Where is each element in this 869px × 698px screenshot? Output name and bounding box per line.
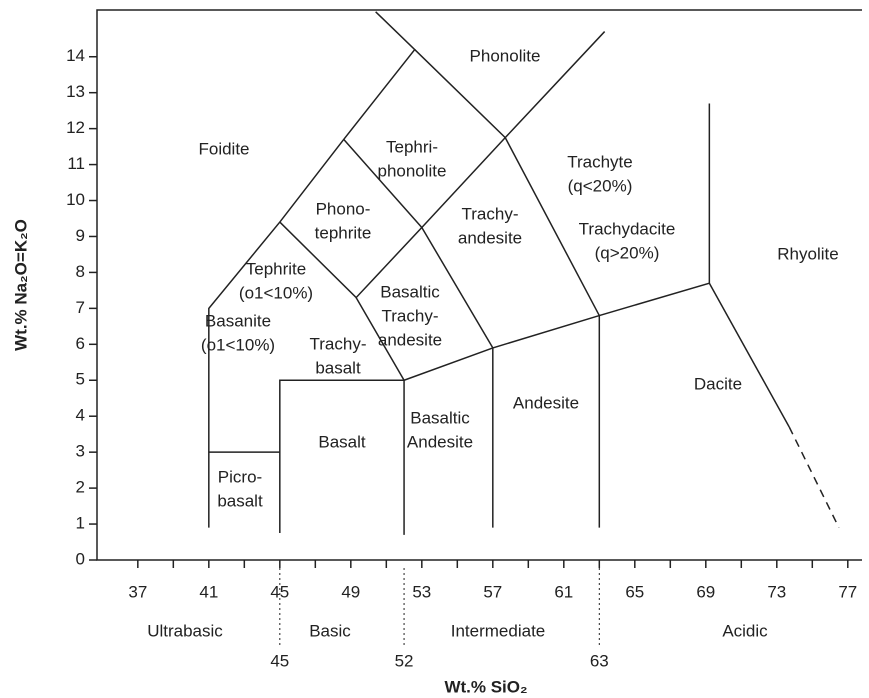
x-axis-label: Wt.% SiO₂ — [444, 677, 527, 696]
field-label: Andesite — [407, 432, 473, 451]
field-label: basalt — [217, 491, 263, 510]
field-boundary — [279, 138, 423, 299]
field-label: Basaltic — [380, 282, 440, 301]
y-tick-label: 11 — [67, 154, 85, 173]
field-label: Phonolite — [470, 46, 541, 65]
x-tick-label: 41 — [199, 582, 218, 601]
field-label: Basaltic — [410, 408, 470, 427]
silica-class: Acidic — [722, 621, 768, 640]
field-label: Phono- — [316, 199, 371, 218]
y-tick-label: 1 — [76, 514, 85, 533]
field-label: (o1<10%) — [239, 283, 313, 302]
field-label: tephrite — [315, 223, 372, 242]
field-label: andesite — [458, 228, 522, 247]
field-label: Trachyte — [567, 152, 633, 171]
y-axis-label: Wt.% Na₂O=K₂O — [11, 219, 30, 351]
field-label: Tephri- — [386, 137, 438, 156]
y-tick-label: 0 — [76, 549, 85, 568]
class-bound-label: 45 — [270, 651, 289, 670]
y-tick-label: 2 — [76, 478, 85, 497]
field-label: phonolite — [377, 161, 446, 180]
x-tick-label: 45 — [270, 582, 289, 601]
x-tick-label: 77 — [838, 582, 857, 601]
field-boundary — [708, 282, 790, 428]
field-boundary — [504, 137, 600, 316]
field-label: (o1<10%) — [201, 335, 275, 354]
field-label: andesite — [378, 330, 442, 349]
x-tick-label: 53 — [412, 582, 431, 601]
y-tick-label: 10 — [66, 190, 85, 209]
silica-class: Intermediate — [451, 621, 546, 640]
x-tick-label: 49 — [341, 582, 360, 601]
y-tick-label: 7 — [76, 298, 85, 317]
field-boundary — [208, 11, 416, 528]
field-label: Andesite — [513, 393, 579, 412]
x-tick-label: 69 — [696, 582, 715, 601]
field-label: Trachy- — [310, 334, 367, 353]
field-label: Trachy- — [382, 306, 439, 325]
class-bound-label: 63 — [590, 651, 609, 670]
y-tick-label: 5 — [76, 370, 85, 389]
x-tick-label: 65 — [625, 582, 644, 601]
field-label: Tephrite — [246, 259, 306, 278]
y-tick-label: 6 — [76, 334, 85, 353]
field-label: basalt — [315, 358, 361, 377]
x-tick-label: 37 — [128, 582, 147, 601]
y-tick-label: 9 — [76, 226, 85, 245]
field-label: Trachy- — [462, 204, 519, 223]
field-boundary — [279, 379, 405, 534]
y-tick-label: 4 — [76, 406, 85, 425]
y-tick-label: 13 — [66, 82, 85, 101]
field-label: Rhyolite — [777, 244, 838, 263]
field-boundary-dashed — [788, 426, 840, 528]
field-label: (q>20%) — [595, 243, 660, 262]
field-boundary — [421, 227, 494, 349]
field-label: Basalt — [318, 432, 366, 451]
y-tick-label: 3 — [76, 442, 85, 461]
field-boundary — [421, 137, 506, 228]
silica-class: Ultrabasic — [147, 621, 223, 640]
class-bound-label: 52 — [395, 651, 414, 670]
silica-class: Basic — [309, 621, 351, 640]
x-tick-label: 61 — [554, 582, 573, 601]
field-label: Picro- — [218, 467, 262, 486]
field-boundary — [414, 31, 606, 139]
field-label: Dacite — [694, 374, 742, 393]
x-tick-label: 73 — [767, 582, 786, 601]
field-label: Trachydacite — [579, 219, 676, 238]
field-boundary — [355, 297, 405, 381]
field-label: Basanite — [205, 311, 271, 330]
field-label: Foidite — [198, 139, 249, 158]
field-label: (q<20%) — [568, 176, 633, 195]
y-tick-label: 12 — [66, 118, 85, 137]
x-tick-label: 57 — [483, 582, 502, 601]
y-tick-label: 14 — [66, 46, 85, 65]
axis-frame — [96, 9, 862, 561]
y-tick-label: 8 — [76, 262, 85, 281]
field-boundary — [403, 103, 711, 381]
